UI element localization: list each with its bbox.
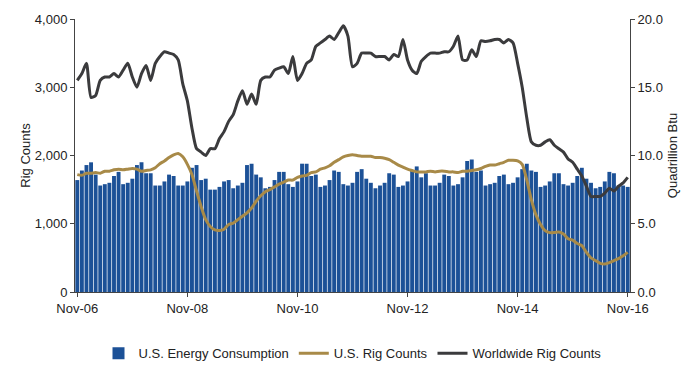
svg-text:20.0: 20.0 [638,12,663,27]
svg-text:Worldwide Rig Counts: Worldwide Rig Counts [473,346,602,361]
svg-text:Nov-06: Nov-06 [56,301,98,316]
svg-text:Quadrillion Btu: Quadrillion Btu [665,113,680,198]
svg-text:0: 0 [60,285,67,300]
svg-text:Nov-14: Nov-14 [497,301,539,316]
svg-text:15.0: 15.0 [638,80,663,95]
svg-text:U.S. Rig Counts: U.S. Rig Counts [334,346,428,361]
svg-text:10.0: 10.0 [638,148,663,163]
svg-text:Nov-16: Nov-16 [607,301,649,316]
svg-text:3,000: 3,000 [35,80,68,95]
svg-text:Nov-12: Nov-12 [387,301,429,316]
svg-text:1,000: 1,000 [35,216,68,231]
svg-text:5.0: 5.0 [638,216,656,231]
svg-text:2,000: 2,000 [35,148,68,163]
svg-text:U.S. Energy Consumption: U.S. Energy Consumption [139,346,289,361]
svg-text:4,000: 4,000 [35,12,68,27]
svg-text:Nov-08: Nov-08 [166,301,208,316]
svg-text:0.0: 0.0 [638,285,656,300]
svg-text:Rig Counts: Rig Counts [18,123,33,188]
svg-text:Nov-10: Nov-10 [276,301,318,316]
